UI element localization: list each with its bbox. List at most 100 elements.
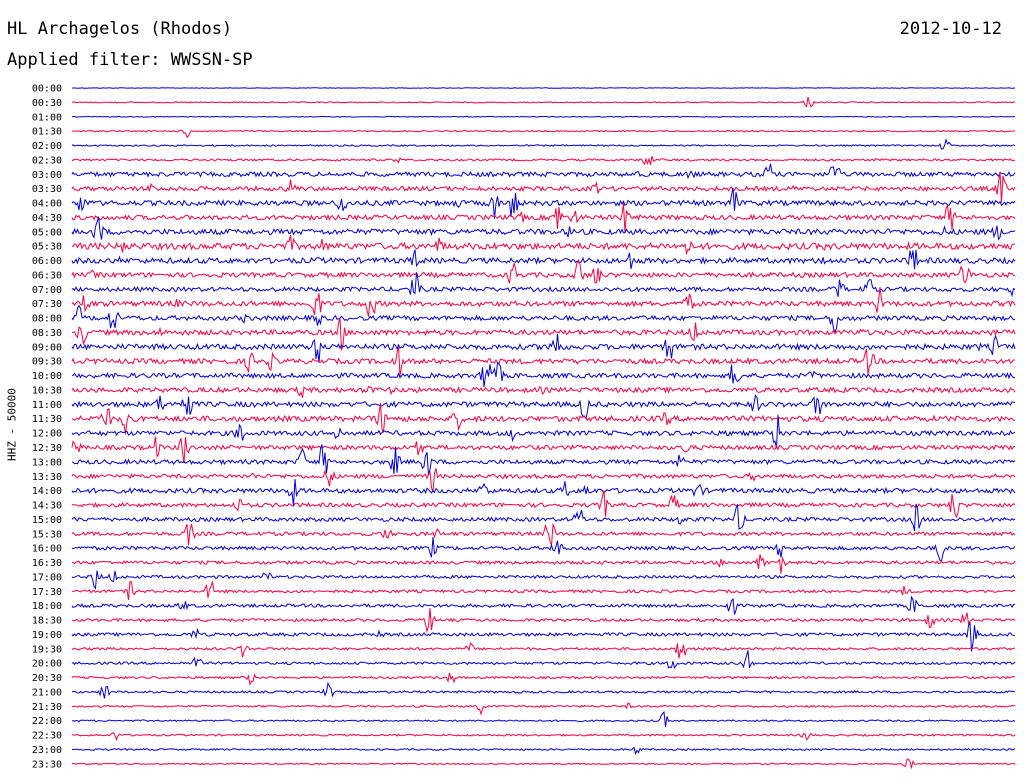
row-label-0000: 00:00 bbox=[32, 84, 62, 95]
trace-row-1730 bbox=[71, 580, 1016, 600]
trace-row-0300 bbox=[71, 163, 1016, 180]
row-label-1330: 13:30 bbox=[32, 472, 62, 483]
trace-row-1530 bbox=[71, 522, 1016, 546]
row-label-1200: 12:00 bbox=[32, 429, 62, 440]
trace-row-2230 bbox=[71, 732, 1016, 741]
row-label-1030: 10:30 bbox=[32, 385, 62, 396]
trace-row-0500 bbox=[71, 216, 1016, 241]
trace-row-0000 bbox=[71, 87, 1016, 89]
trace-row-0100 bbox=[71, 115, 1016, 118]
row-label-0130: 01:30 bbox=[32, 127, 62, 138]
row-label-0700: 07:00 bbox=[32, 285, 62, 296]
row-label-1700: 17:00 bbox=[32, 572, 62, 583]
row-label-0600: 06:00 bbox=[32, 256, 62, 267]
trace-row-2130 bbox=[71, 702, 1016, 716]
trace-row-0330 bbox=[71, 171, 1016, 203]
row-label-0200: 02:00 bbox=[32, 141, 62, 152]
trace-row-0800 bbox=[71, 304, 1016, 334]
row-label-1230: 12:30 bbox=[32, 443, 62, 454]
row-label-0630: 06:30 bbox=[32, 270, 62, 281]
trace-row-1330 bbox=[71, 468, 1016, 492]
trace-row-0530 bbox=[71, 235, 1015, 256]
trace-row-0830 bbox=[71, 317, 1016, 351]
trace-row-1630 bbox=[71, 554, 1016, 574]
trace-row-1400 bbox=[71, 479, 1016, 506]
row-label-1900: 19:00 bbox=[32, 630, 62, 641]
row-label-2300: 23:00 bbox=[32, 745, 62, 756]
row-label-0300: 03:00 bbox=[32, 170, 62, 181]
trace-row-2200 bbox=[71, 710, 1016, 728]
row-label-1500: 15:00 bbox=[32, 515, 62, 526]
row-label-2030: 20:30 bbox=[32, 673, 62, 684]
trace-row-1300 bbox=[71, 444, 1016, 476]
row-label-1300: 13:00 bbox=[32, 457, 62, 468]
row-label-2100: 21:00 bbox=[32, 687, 62, 698]
row-label-1400: 14:00 bbox=[32, 486, 62, 497]
row-label-0330: 03:30 bbox=[32, 184, 62, 195]
trace-row-1030 bbox=[71, 385, 1016, 398]
trace-row-1230 bbox=[71, 436, 1016, 464]
trace-row-2000 bbox=[71, 650, 1016, 669]
trace-row-0030 bbox=[71, 96, 1016, 108]
date-label: 2012-10-12 bbox=[899, 19, 1002, 39]
trace-row-1830 bbox=[71, 607, 1016, 634]
row-label-1430: 14:30 bbox=[32, 501, 62, 512]
row-label-0900: 09:00 bbox=[32, 342, 62, 353]
trace-row-1000 bbox=[72, 362, 1016, 387]
row-label-1830: 18:30 bbox=[32, 616, 62, 627]
row-label-0800: 08:00 bbox=[32, 314, 62, 325]
row-label-1930: 19:30 bbox=[32, 644, 62, 655]
trace-row-2030 bbox=[71, 672, 1016, 686]
trace-row-1130 bbox=[71, 403, 1016, 435]
row-label-1100: 11:00 bbox=[32, 400, 62, 411]
trace-row-1930 bbox=[71, 642, 1016, 659]
row-label-2000: 20:00 bbox=[32, 659, 62, 670]
trace-row-0630 bbox=[71, 258, 1015, 284]
trace-row-1200 bbox=[71, 414, 1016, 449]
row-label-0430: 04:30 bbox=[32, 213, 62, 224]
row-label-0230: 02:30 bbox=[32, 155, 62, 166]
trace-row-1700 bbox=[71, 570, 1016, 590]
row-label-1800: 18:00 bbox=[32, 601, 62, 612]
trace-row-0700 bbox=[71, 272, 1016, 298]
trace-row-0930 bbox=[71, 346, 1015, 377]
trace-row-1600 bbox=[71, 537, 1016, 562]
seismic-traces bbox=[71, 87, 1016, 770]
row-label-2130: 21:30 bbox=[32, 702, 62, 713]
trace-row-0730 bbox=[71, 287, 1016, 317]
row-label-2200: 22:00 bbox=[32, 716, 62, 727]
trace-row-1100 bbox=[71, 394, 1016, 421]
row-label-0930: 09:30 bbox=[32, 357, 62, 368]
trace-row-0400 bbox=[71, 187, 1016, 219]
trace-row-2100 bbox=[71, 681, 1016, 699]
row-label-1130: 11:30 bbox=[32, 414, 62, 425]
row-labels: 00:00 00:30 01:00 01:30 02:00 02:30 03:00 03:30… bbox=[32, 84, 62, 771]
row-label-1530: 15:30 bbox=[32, 529, 62, 540]
trace-row-1900 bbox=[71, 621, 1016, 652]
row-label-0100: 01:00 bbox=[32, 112, 62, 123]
row-label-0830: 08:30 bbox=[32, 328, 62, 339]
row-label-0500: 05:00 bbox=[32, 227, 62, 238]
filter-label: Applied filter: WWSSN-SP bbox=[7, 50, 253, 70]
trace-row-0900 bbox=[71, 333, 1016, 363]
row-label-2230: 22:30 bbox=[32, 731, 62, 742]
trace-row-1430 bbox=[71, 490, 1016, 519]
row-label-0030: 00:30 bbox=[32, 98, 62, 109]
trace-row-0430 bbox=[71, 203, 1016, 234]
station-title: HL Archagelos (Rhodos) bbox=[7, 19, 233, 39]
row-label-0530: 05:30 bbox=[32, 242, 62, 253]
row-label-1600: 16:00 bbox=[32, 544, 62, 555]
row-label-0400: 04:00 bbox=[32, 199, 62, 210]
trace-row-0130 bbox=[72, 129, 1016, 139]
row-label-1630: 16:30 bbox=[32, 558, 62, 569]
trace-row-0600 bbox=[71, 249, 1016, 270]
trace-row-0230 bbox=[71, 156, 1016, 166]
trace-row-2330 bbox=[71, 758, 1016, 770]
row-label-0730: 07:30 bbox=[32, 299, 62, 310]
trace-row-2300 bbox=[72, 746, 1016, 756]
trace-row-1800 bbox=[71, 595, 1016, 615]
row-label-2330: 23:30 bbox=[32, 759, 62, 770]
trace-row-0200 bbox=[71, 137, 1016, 150]
